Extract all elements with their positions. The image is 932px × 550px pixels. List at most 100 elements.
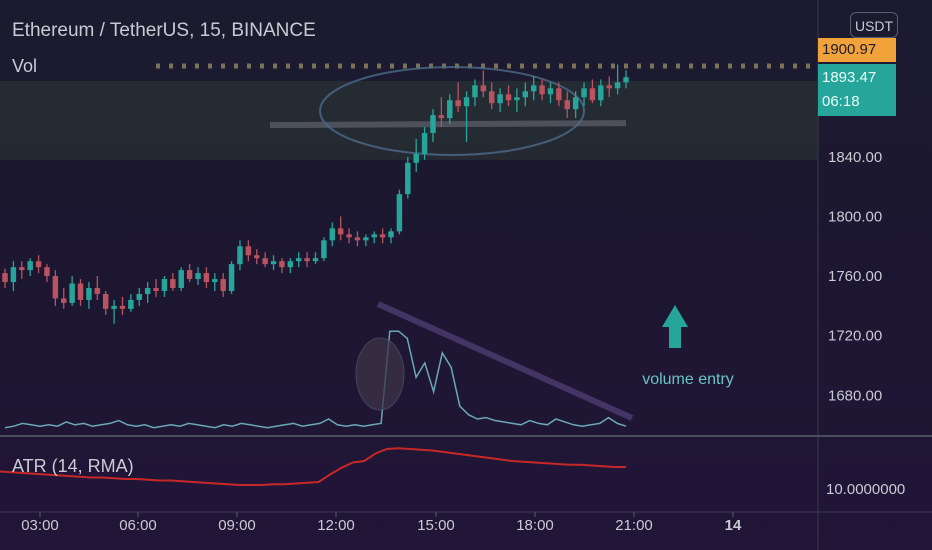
time-tick-label: 21:00 [615, 517, 653, 534]
candle-body [262, 258, 268, 265]
candle-body [346, 234, 352, 238]
candle-body [44, 267, 50, 277]
candle-body [472, 85, 478, 98]
candle-body [480, 85, 487, 92]
candle-body [623, 77, 629, 83]
candle-body [497, 94, 503, 104]
candle-body [77, 283, 84, 300]
candle-body [94, 288, 101, 294]
candle-body [111, 305, 117, 309]
candle-body [254, 255, 260, 259]
candle-body [245, 246, 252, 256]
candle-body [489, 91, 495, 104]
candle-body [228, 264, 235, 291]
candle-body [186, 270, 193, 280]
volume-line [4, 330, 627, 429]
candle-body [279, 261, 285, 268]
candle-body [128, 299, 134, 309]
candle-body [304, 258, 310, 262]
candle-body [212, 279, 218, 283]
candle-body [102, 293, 109, 309]
candle-body [522, 91, 529, 98]
candle-body [144, 288, 151, 294]
candle-body [19, 267, 25, 271]
price-tick-label: 1800.00 [828, 208, 882, 225]
candle-body [69, 283, 75, 303]
candle-body [371, 234, 377, 238]
candle-body [10, 267, 17, 283]
candle-body [178, 270, 184, 288]
currency-button[interactable]: USDT [850, 12, 898, 38]
candle-body [329, 228, 336, 241]
volume-trendline [376, 301, 634, 421]
volume-entry-annotation: volume entry [642, 371, 734, 388]
candle-body [547, 88, 554, 95]
candle-body [530, 85, 537, 92]
candle-body [203, 273, 210, 283]
candle-body [170, 279, 176, 288]
candle-body [430, 115, 436, 134]
candle-body [606, 85, 612, 89]
up-arrow-shaft [669, 326, 681, 348]
candle-body [153, 288, 159, 291]
up-arrow-head [662, 305, 688, 327]
candle-body [438, 115, 445, 119]
candle-body [354, 237, 361, 241]
time-tick-label: 06:00 [119, 517, 157, 534]
last-price-value: 1893.47 [822, 69, 877, 86]
atr-tick-label: 10.0000000 [826, 481, 905, 498]
candle-body [2, 273, 8, 283]
candle-body [514, 97, 520, 101]
volume-indicator-label[interactable]: Vol [12, 56, 38, 76]
volume-spike-highlight [355, 337, 405, 411]
time-tick-label: 12:00 [317, 517, 355, 534]
time-tick-label: 03:00 [21, 517, 59, 534]
candle-body [421, 133, 428, 154]
high-price-tag: 1900.97 [818, 38, 896, 62]
resistance-line [269, 120, 627, 129]
price-tick-label: 1840.00 [828, 149, 882, 166]
candle-body [52, 276, 59, 299]
candle-body [312, 258, 319, 262]
time-tick-label: 15:00 [417, 517, 455, 534]
candle-body [572, 97, 579, 110]
candle-body [35, 261, 42, 268]
candle-body [119, 305, 126, 309]
candle-body [220, 279, 226, 291]
candle-body [581, 88, 587, 98]
candle-body [295, 258, 302, 262]
candle-body [86, 288, 92, 300]
time-tick-label: 14 [725, 517, 742, 534]
candle-body [396, 194, 403, 232]
candle-body [161, 279, 168, 291]
last-price-tag: 1893.47 06:18 [818, 64, 896, 116]
candle-body [287, 261, 294, 268]
candle-body [598, 85, 604, 101]
price-tick-label: 1680.00 [828, 387, 882, 404]
atr-line [0, 447, 626, 486]
atr-indicator-label[interactable]: ATR (14, RMA) [12, 456, 134, 476]
candle-body [455, 100, 461, 107]
candle-body [61, 298, 67, 303]
candle-body [614, 82, 621, 89]
candle-body [321, 240, 327, 259]
candle-body [413, 153, 419, 163]
candle-body [405, 162, 411, 195]
candle-body [556, 88, 562, 101]
candle-body [270, 261, 277, 265]
candle-body [337, 228, 344, 235]
candle-body [564, 100, 570, 110]
time-tick-label: 09:00 [218, 517, 256, 534]
candle-body [447, 100, 453, 119]
time-tick-label: 18:00 [516, 517, 554, 534]
candle-body [388, 231, 394, 238]
chart-title: Ethereum / TetherUS, 15, BINANCE [12, 20, 316, 41]
price-tick-label: 1720.00 [828, 328, 882, 345]
candle-body [379, 234, 386, 238]
candle-body [195, 273, 201, 280]
candle-body [136, 293, 142, 300]
price-tick-label: 1760.00 [828, 268, 882, 285]
consolidation-zone [0, 80, 818, 160]
